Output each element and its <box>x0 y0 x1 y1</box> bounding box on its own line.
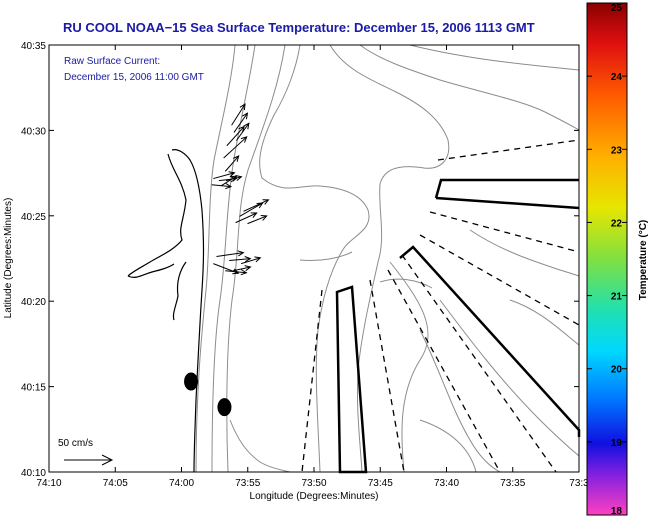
x-tick-label: 73:50 <box>301 478 326 489</box>
current-vector <box>223 136 248 159</box>
x-axis-label: Longitude (Degrees:Minutes) <box>250 491 379 502</box>
x-tick-label: 74:00 <box>169 478 194 489</box>
y-tick-label: 40:15 <box>21 383 46 394</box>
colorbar-tick-label: 24 <box>611 72 623 83</box>
current-vector <box>229 256 252 263</box>
current-vector <box>233 265 252 272</box>
x-tick-label: 73:45 <box>368 478 393 489</box>
plot-area <box>48 44 581 474</box>
scale-arrow-label: 50 cm/s <box>58 438 93 449</box>
current-vector <box>225 269 248 276</box>
colorbar-tick-label: 18 <box>611 506 623 517</box>
x-tick-label: 73:35 <box>500 478 525 489</box>
colorbar-tick-label: 19 <box>611 438 623 449</box>
colorbar-tick-label: 21 <box>611 292 623 303</box>
current-vector <box>231 103 246 126</box>
current-vector <box>213 171 236 180</box>
scale-arrow: 50 cm/s <box>58 438 114 466</box>
y-tick-label: 40:10 <box>21 468 46 479</box>
buoy-markers <box>184 372 232 417</box>
y-tick-label: 40:30 <box>21 126 46 137</box>
current-vector <box>243 199 270 212</box>
current-vector <box>240 256 262 265</box>
colorbar-tick-label: 20 <box>611 365 623 376</box>
y-axis: 40:35 40:30 40:25 40:20 40:15 40:10 <box>21 41 579 479</box>
buoy-marker <box>184 372 199 391</box>
current-vector <box>216 250 245 257</box>
colorbar-tick-label: 25 <box>611 3 623 14</box>
colorbar-label: Temperature (°C) <box>638 220 649 301</box>
bathymetry-contours <box>195 44 580 473</box>
current-vector <box>233 112 249 133</box>
y-tick-label: 40:20 <box>21 297 46 308</box>
x-tick-label: 73:55 <box>235 478 260 489</box>
x-axis: 74:10 74:05 74:00 73:55 73:50 73:45 73:40 73:35… <box>36 45 589 489</box>
x-tick-label: 74:05 <box>103 478 128 489</box>
lane-boundaries <box>301 139 580 473</box>
current-vector <box>239 202 264 217</box>
buoy-marker <box>217 398 232 417</box>
x-tick-label: 74:10 <box>36 478 61 489</box>
chart-title: RU COOL NOAA−15 Sea Surface Temperature:… <box>63 20 535 35</box>
current-vector <box>247 215 268 225</box>
y-axis-label: Latitude (Degrees:Minutes) <box>3 198 14 319</box>
current-vectors <box>211 103 270 276</box>
coastline <box>127 149 205 473</box>
current-vector <box>226 125 245 147</box>
annotation-line-1: Raw Surface Current: <box>64 56 160 67</box>
current-vector <box>235 212 258 224</box>
current-vector <box>225 175 243 182</box>
colorbar: 25 24 23 22 21 20 19 18 Temperature (°C) <box>586 2 649 517</box>
colorbar-tick-label: 22 <box>611 218 623 229</box>
y-tick-label: 40:25 <box>21 212 46 223</box>
annotation-line-2: December 15, 2006 11:00 GMT <box>64 72 204 83</box>
x-tick-label: 73:40 <box>434 478 459 489</box>
x-tick-label: 73:3 <box>569 478 589 489</box>
colorbar-tick-label: 23 <box>611 145 623 156</box>
y-tick-label: 40:35 <box>21 41 46 52</box>
current-vector <box>224 155 240 172</box>
